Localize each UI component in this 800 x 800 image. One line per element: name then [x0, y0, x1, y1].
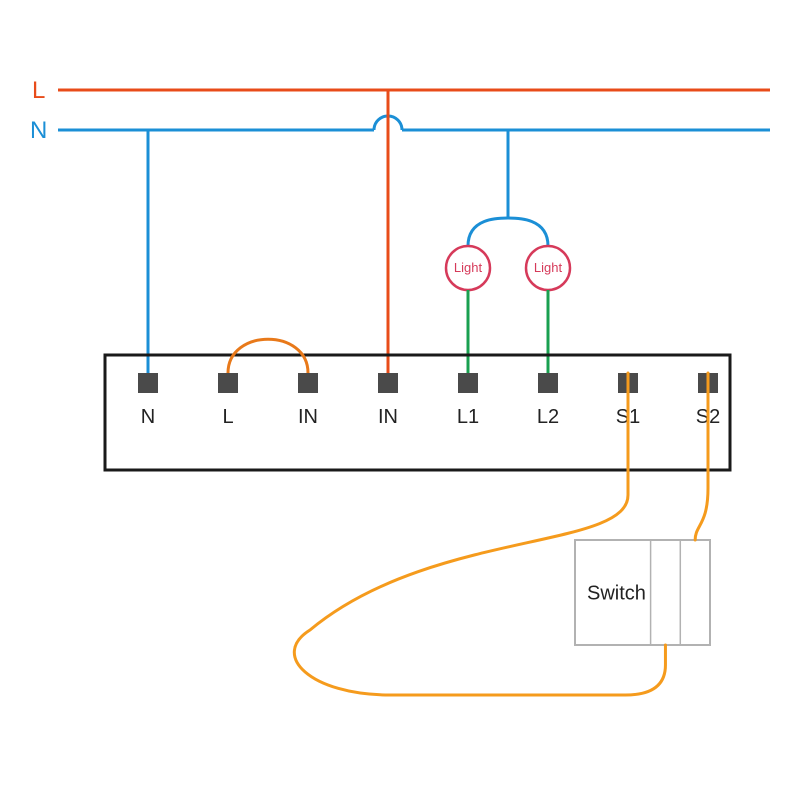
terminal-IN-3 — [378, 373, 398, 393]
label-L: L — [32, 77, 45, 104]
wiring-diagram: LNLightLightNLININL1L2S1S2Switch — [0, 0, 800, 800]
wire-neutral-split-arc — [468, 218, 548, 246]
terminal-label-L-1: L — [222, 406, 233, 428]
wire-S1-to-switch — [294, 373, 665, 695]
terminal-L-1 — [218, 373, 238, 393]
wire-S2-to-switch — [695, 373, 708, 540]
terminal-L2-5 — [538, 373, 558, 393]
terminal-label-N-0: N — [141, 406, 155, 428]
terminal-label-L1-4: L1 — [457, 406, 479, 428]
label-N: N — [30, 117, 47, 144]
terminal-label-L2-5: L2 — [537, 406, 559, 428]
terminal-label-IN-2: IN — [298, 406, 318, 428]
light-1-label: Light — [454, 260, 483, 275]
terminal-IN-2 — [298, 373, 318, 393]
light-2-label: Light — [534, 260, 563, 275]
switch-label: Switch — [587, 583, 646, 605]
terminal-N-0 — [138, 373, 158, 393]
terminal-L1-4 — [458, 373, 478, 393]
terminal-label-IN-3: IN — [378, 406, 398, 428]
